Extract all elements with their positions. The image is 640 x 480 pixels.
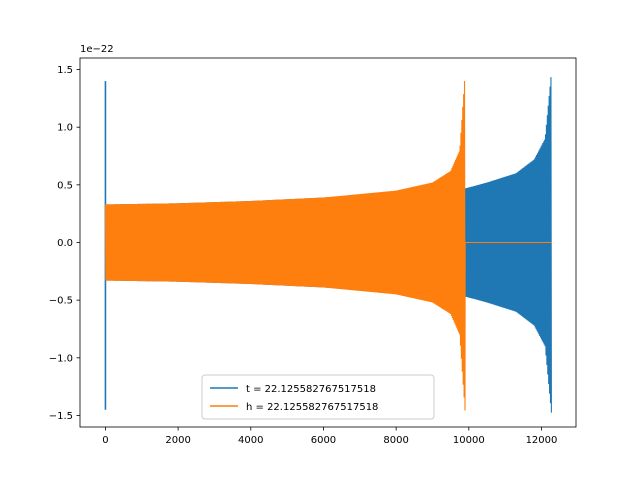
x-tick-label: 0 bbox=[102, 435, 108, 446]
y-tick-label: 1.5 bbox=[57, 65, 73, 76]
x-tick-label: 8000 bbox=[383, 435, 408, 446]
series-line-h bbox=[104, 80, 552, 411]
legend-label: h = 22.125582767517518 bbox=[246, 402, 378, 413]
x-tick-label: 2000 bbox=[165, 435, 190, 446]
y-tick-label: 0.0 bbox=[57, 238, 73, 249]
x-tick-label: 4000 bbox=[238, 435, 263, 446]
x-tick-label: 12000 bbox=[526, 435, 558, 446]
x-tick-label: 6000 bbox=[311, 435, 336, 446]
y-tick-label: −1.0 bbox=[49, 353, 73, 364]
series-layer bbox=[104, 77, 552, 413]
y-tick-label: −0.5 bbox=[49, 296, 73, 307]
legend-box bbox=[201, 374, 435, 420]
legend-label: t = 22.125582767517518 bbox=[246, 384, 376, 395]
x-axis: 0 2000 4000 6000 8000 10000 12000 bbox=[102, 427, 557, 446]
y-axis: −1.5 −1.0 −0.5 0.0 0.5 1.0 1.5 bbox=[49, 65, 80, 422]
y-tick-label: −1.5 bbox=[49, 411, 73, 422]
legend: t = 22.125582767517518 h = 22.12558276751… bbox=[201, 374, 435, 420]
y-tick-label: 0.5 bbox=[57, 180, 73, 191]
x-tick-label: 10000 bbox=[453, 435, 485, 446]
y-tick-label: 1.0 bbox=[57, 123, 73, 134]
y-offset-label: 1e−22 bbox=[80, 44, 114, 55]
